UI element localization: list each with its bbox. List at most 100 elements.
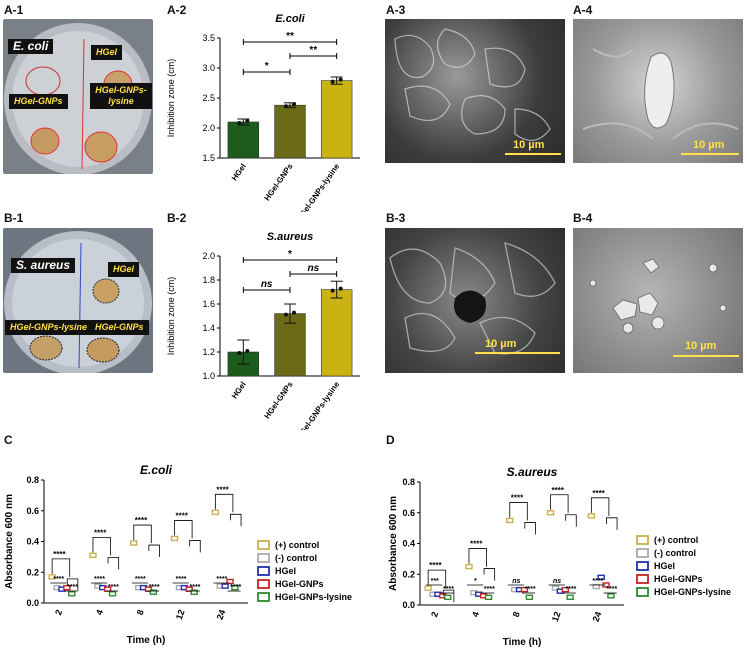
d-legend-label: (+) control <box>654 535 698 545</box>
a2-xtick-label: HGel <box>230 162 248 182</box>
b2-point <box>284 312 288 317</box>
d-legend-swatch <box>636 587 649 597</box>
b2-point <box>292 310 296 315</box>
well-label-hgel-gnps: HGel-GNPs <box>9 94 68 109</box>
sem-image-b4: 10 µm <box>573 228 743 373</box>
sem-scale-b3: 10 µm <box>485 338 517 350</box>
d-xtick-label: 24 <box>591 610 604 623</box>
sem-scalebar-b3 <box>475 352 560 354</box>
a2-point <box>237 121 242 125</box>
d-significance-label: **** <box>552 486 565 495</box>
d-significance-label: **** <box>525 586 536 593</box>
panel-label-a1: A-1 <box>4 3 24 17</box>
petri-dish-photo-saureus: S. aureus HGel HGel-GNPs-lysine HGel-GNP… <box>3 228 153 373</box>
d-significance-label: **** <box>511 493 524 502</box>
b2-ytick-label: 1.2 <box>202 347 215 357</box>
c-point <box>48 574 56 580</box>
c-point <box>130 540 138 546</box>
d-title: S.aureus <box>507 465 558 479</box>
c-point <box>63 584 71 591</box>
d-significance-label: * <box>474 578 477 585</box>
d-ytick-label: 0.4 <box>402 539 415 549</box>
c-xtick-label: 2 <box>53 608 64 616</box>
sem-texture-b3 <box>389 242 556 355</box>
sem-scalebar-a3 <box>505 153 561 155</box>
panel-label-b3: B-3 <box>386 211 406 225</box>
c-point <box>149 589 158 595</box>
d-legend-swatch <box>636 548 649 558</box>
panel-label-a2: A-2 <box>167 3 187 17</box>
d-significance-label: **** <box>443 586 454 593</box>
c-legend-swatch <box>257 553 270 563</box>
d-legend-swatch <box>636 561 649 571</box>
d-significance-label: **** <box>592 489 605 498</box>
c-bracket <box>214 493 234 513</box>
c-bracket <box>92 536 111 556</box>
c-legend-label: (+) control <box>275 540 319 550</box>
b2-point <box>237 351 242 355</box>
c-significance-label: **** <box>94 528 107 537</box>
c-bracket <box>148 544 160 558</box>
sem-texture-b4 <box>589 258 727 334</box>
c-point <box>221 583 229 589</box>
panel-label-a4: A-4 <box>573 3 593 17</box>
b2-comparison-label: ns <box>307 263 319 274</box>
d-point <box>592 583 600 590</box>
b2-point <box>245 349 250 353</box>
a2-point <box>292 102 296 107</box>
d-point <box>525 594 534 601</box>
c-xtick-label: 12 <box>174 608 187 621</box>
c-legend-swatch <box>257 592 270 602</box>
d-point <box>444 594 452 601</box>
c-significance-label: **** <box>216 485 229 494</box>
d-bracket <box>565 514 577 527</box>
d-legend-label: HGel-GNPs <box>654 574 703 584</box>
c-bracket <box>133 524 152 544</box>
d-bracket <box>483 568 496 581</box>
c-significance-label: **** <box>94 576 105 583</box>
d-point <box>506 517 514 524</box>
sem-scalebar-b4 <box>673 355 739 357</box>
d-point <box>465 563 473 570</box>
d-legend-swatch <box>636 574 649 584</box>
a2-title: E.coli <box>275 13 305 25</box>
panel-label-d: D <box>386 433 395 447</box>
c-significance-label: **** <box>216 576 227 583</box>
well-label-b-hgel-gnps-lysine: HGel-GNPs-lysine <box>5 320 93 335</box>
b2-ytick-label: 1.8 <box>202 275 215 285</box>
d-legend-label: HGel <box>654 561 675 571</box>
d-ytick-label: 0.8 <box>402 477 415 487</box>
b2-ytick-label: 1.4 <box>202 323 215 333</box>
d-xlabel: Time (h) <box>503 637 542 648</box>
c-significance-label: **** <box>108 584 119 591</box>
b2-title: S.aureus <box>267 231 313 243</box>
d-point <box>561 586 569 593</box>
d-xtick-label: 4 <box>470 610 481 618</box>
b2-ylabel: Inhibition zone (cm) <box>166 277 176 356</box>
a2-comparison-label: ** <box>309 45 317 56</box>
c-significance-label: **** <box>190 584 201 591</box>
c-legend-label: (-) control <box>275 553 317 563</box>
d-ytick-label: 0.6 <box>402 508 415 518</box>
a2-point <box>284 104 288 109</box>
b2-xtick-label: HGel-GNPs-lysine <box>295 380 342 430</box>
c-significance-label: **** <box>135 576 146 583</box>
a2-ytick-label: 2.5 <box>202 93 215 103</box>
d-bracket <box>524 522 536 535</box>
sem-texture-a4 <box>582 48 739 140</box>
sem-scale-b4: 10 µm <box>685 340 717 352</box>
c-ytick-label: 0.8 <box>26 475 39 485</box>
a2-point <box>330 79 335 84</box>
d-bracket <box>468 548 487 567</box>
d-xtick-label: 2 <box>429 610 440 618</box>
panel-label-b2: B-2 <box>167 211 187 225</box>
c-xtick-label: 24 <box>215 608 228 621</box>
c-point <box>108 591 117 597</box>
sem-scalebar-a4 <box>681 153 739 155</box>
d-bracket <box>550 494 569 513</box>
d-bracket <box>590 497 610 516</box>
d-xtick-label: 8 <box>511 610 522 618</box>
c-legend-swatch <box>257 579 270 589</box>
chart-a2-inhibition-ecoli: E.coli 1.5 2.0 2.5 3.0 3.5 Inhibition zone (cm… <box>166 13 360 212</box>
d-ytick-label: 0.2 <box>402 569 415 579</box>
